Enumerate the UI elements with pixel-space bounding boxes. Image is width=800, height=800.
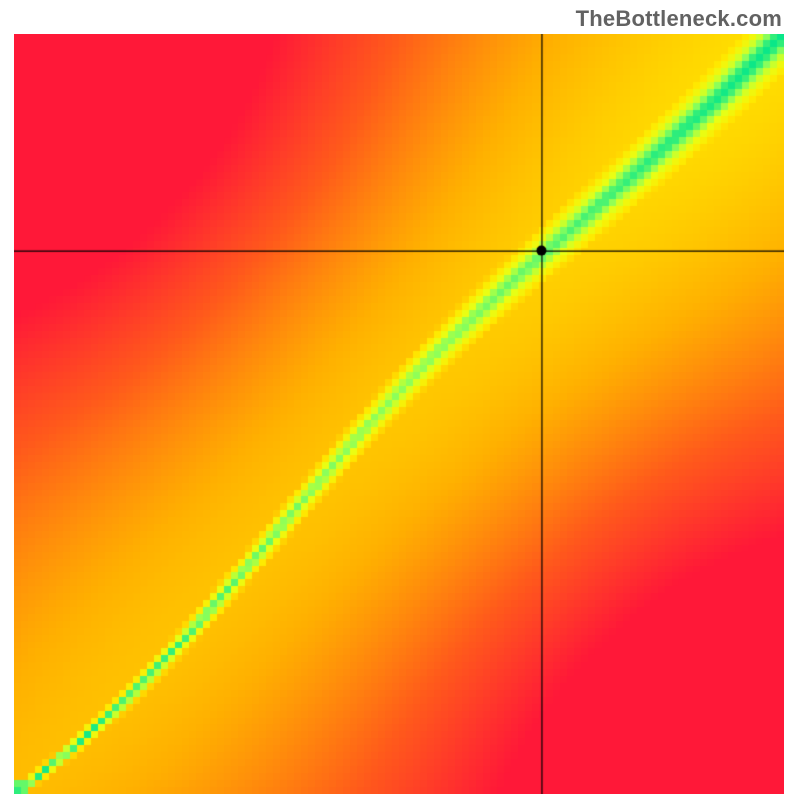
bottleneck-heatmap — [14, 34, 784, 794]
chart-container: TheBottleneck.com — [0, 0, 800, 800]
watermark-text: TheBottleneck.com — [576, 6, 782, 32]
